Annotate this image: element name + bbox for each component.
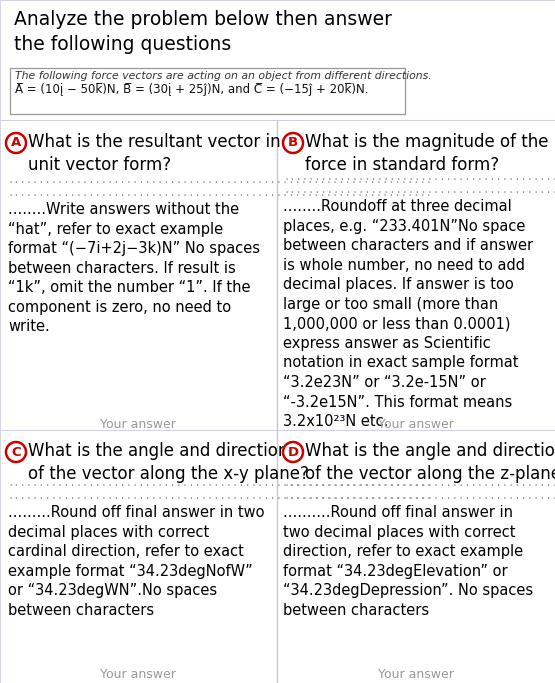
Text: D: D [287,445,299,458]
Text: .........Round off final answer in two
decimal places with correct
cardinal dire: .........Round off final answer in two d… [8,505,265,618]
Circle shape [6,133,26,153]
Text: ........Write answers without the
“hat”, refer to exact example
format “(−7i+2j−: ........Write answers without the “hat”,… [8,202,260,335]
Text: Your answer: Your answer [100,418,176,431]
Bar [0,430,277,683]
Circle shape [6,442,26,462]
Text: What is the resultant vector in
unit vector form?: What is the resultant vector in unit vec… [28,133,281,174]
Text: Analyze the problem below then answer
the following questions: Analyze the problem below then answer th… [14,10,392,54]
Text: Your answer: Your answer [100,668,176,681]
Text: Your answer: Your answer [378,668,454,681]
Text: ....................................................................: ........................................… [283,491,555,501]
Bar [277,120,555,430]
Bar [0,0,555,120]
Text: ....................................................................: ........................................… [8,175,433,185]
Text: What is the magnitude of the
force in standard form?: What is the magnitude of the force in st… [305,133,548,174]
Text: ..........Round off final answer in
two decimal places with correct
direction, r: ..........Round off final answer in two … [283,505,533,618]
Text: ....................................................................: ........................................… [283,478,555,488]
Text: C: C [11,445,21,458]
Text: ....................................................................: ........................................… [8,491,433,501]
Text: ....................................................................: ........................................… [8,188,433,198]
Text: The following force vectors are acting on an object from different directions.: The following force vectors are acting o… [15,71,432,81]
Text: What is the angle and direction
of the vector along the z-plane?: What is the angle and direction of the v… [305,442,555,483]
Bar [277,430,555,683]
Text: ....................................................................: ........................................… [283,172,555,182]
Text: ........Roundoff at three decimal
places, e.g. “233.401N”No space
between charac: ........Roundoff at three decimal places… [283,199,533,429]
Text: A̅ = (10į − 50k̅)N, B̅ = (30į + 25ĵ)N, and C̅ = (−15ĵ + 20k̅)N.: A̅ = (10į − 50k̅)N, B̅ = (30į + 25ĵ)N, a… [15,83,369,96]
Bar [10,68,405,114]
Circle shape [283,442,303,462]
Text: Your answer: Your answer [378,418,454,431]
Text: B: B [288,137,298,150]
Text: A: A [11,137,21,150]
Text: ....................................................................: ........................................… [8,478,433,488]
Text: What is the angle and direction
of the vector along the x-y plane?: What is the angle and direction of the v… [28,442,309,483]
Text: ....................................................................: ........................................… [283,185,555,195]
Circle shape [283,133,303,153]
Bar [0,120,277,430]
